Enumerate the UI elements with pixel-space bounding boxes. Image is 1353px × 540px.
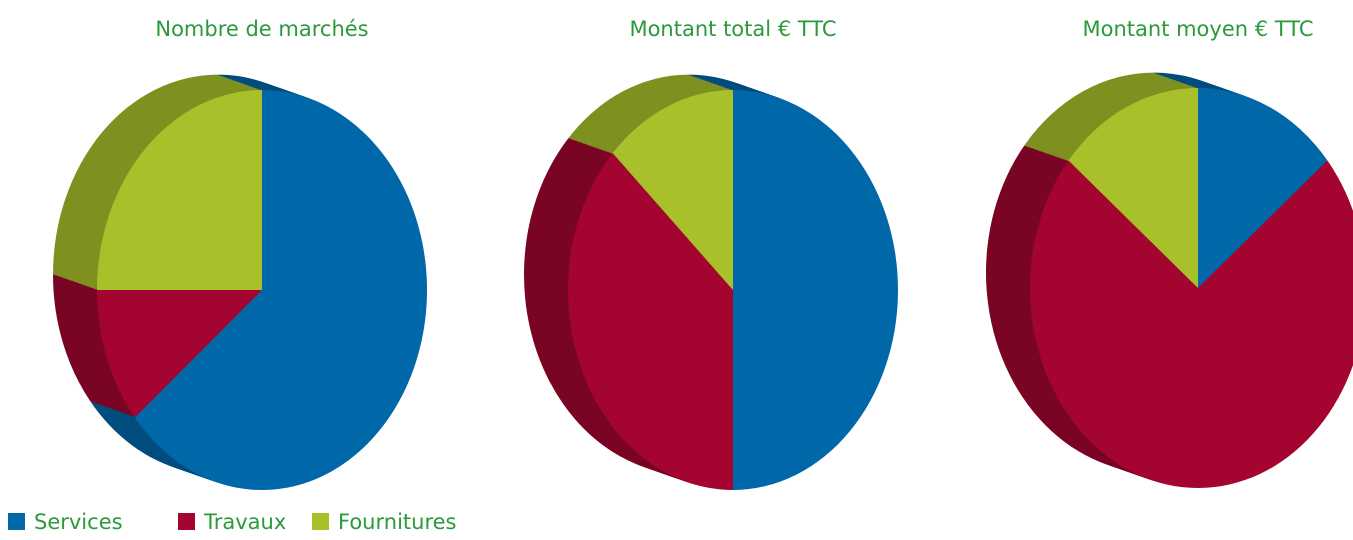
slice (134, 90, 428, 491)
legend-swatch (312, 513, 329, 530)
legend-label: Fournitures (338, 510, 456, 534)
slice (1198, 88, 1328, 288)
legend-swatch (178, 513, 195, 530)
slice (612, 90, 733, 290)
chart-title: Montant moyen € TTC (1083, 17, 1314, 41)
slice (1068, 88, 1198, 288)
slice (97, 290, 262, 418)
legend-label: Services (34, 510, 123, 534)
chart-title: Montant total € TTC (629, 17, 836, 41)
slice (567, 153, 733, 490)
chart-title: Nombre de marchés (155, 17, 368, 41)
legend-label: Travaux (203, 510, 286, 534)
legend-swatch (8, 513, 25, 530)
slice (1030, 160, 1353, 488)
slice (733, 90, 898, 490)
slice (97, 90, 262, 290)
